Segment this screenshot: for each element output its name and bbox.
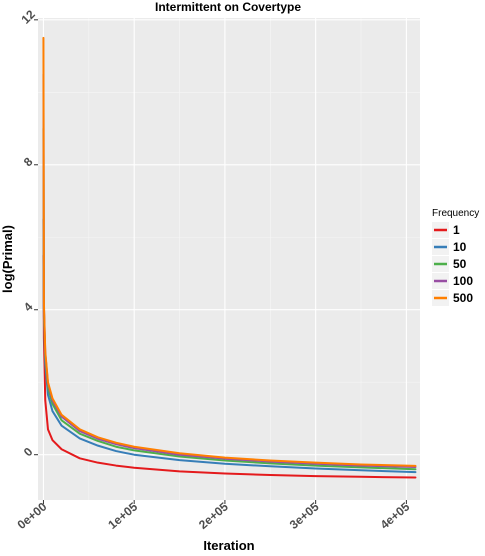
legend-label-50: 50 bbox=[453, 257, 467, 271]
y-tick-label: 0 bbox=[21, 444, 36, 459]
legend-label-10: 10 bbox=[453, 240, 467, 254]
x-axis-label: Iteration bbox=[203, 538, 254, 551]
y-tick-label: 12 bbox=[18, 7, 38, 27]
y-axis-label: log(Primal) bbox=[0, 225, 15, 293]
grid bbox=[38, 18, 420, 500]
series-lines bbox=[42, 36, 417, 479]
chart-title: Intermittent on Covertype bbox=[155, 0, 301, 14]
series-line-500 bbox=[42, 36, 417, 467]
legend-title: Frequency bbox=[432, 208, 479, 219]
legend-label-1: 1 bbox=[453, 223, 460, 237]
legend-label-500: 500 bbox=[453, 291, 473, 305]
x-tick-label: 3e+05 bbox=[287, 499, 322, 532]
x-tick-label: 1e+05 bbox=[105, 499, 140, 532]
y-tick-label: 8 bbox=[21, 154, 36, 169]
legend: Frequency 1 10 50 100 500 bbox=[432, 208, 479, 306]
x-axis: 0e+00 1e+05 2e+05 3e+05 4e+05 bbox=[15, 499, 413, 532]
series-line-1 bbox=[42, 254, 417, 479]
x-tick-label: 2e+05 bbox=[196, 499, 231, 532]
y-axis: 0 4 8 12 bbox=[18, 7, 38, 459]
plot-panel bbox=[38, 18, 420, 500]
y-tick-label: 4 bbox=[21, 299, 36, 314]
legend-label-100: 100 bbox=[453, 274, 473, 288]
x-tick-label: 4e+05 bbox=[378, 499, 413, 532]
x-tick-label: 0e+00 bbox=[15, 499, 50, 532]
